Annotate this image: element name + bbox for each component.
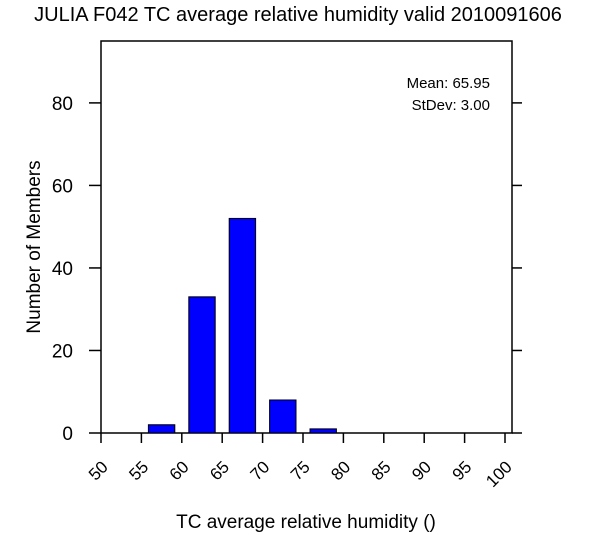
stat-stdev: StDev: 3.00 <box>412 97 490 114</box>
x-tick-label: 55 <box>125 457 152 484</box>
y-axis-label: Number of Members <box>24 160 45 333</box>
histogram-bar-0 <box>147 424 176 434</box>
histogram-bar-2 <box>228 217 257 434</box>
x-tick-label: 70 <box>247 457 274 484</box>
x-tick-label: 60 <box>166 457 193 484</box>
y-tick-label: 0 <box>62 424 73 445</box>
x-tick-label: 65 <box>206 457 233 484</box>
x-tick-label: 95 <box>449 457 476 484</box>
y-axis: 0 20 40 60 80 <box>52 94 522 445</box>
x-tick-label: 80 <box>327 457 354 484</box>
histogram-bar-1 <box>188 296 216 434</box>
bars-group <box>147 217 337 434</box>
x-axis-label: TC average relative humidity () <box>176 512 436 533</box>
histogram-bar-4 <box>309 428 337 434</box>
stat-mean: Mean: 65.95 <box>407 75 490 92</box>
x-axis: 50 55 60 65 70 75 80 85 90 95 100 <box>85 433 516 491</box>
x-tick-label: 50 <box>85 457 112 484</box>
x-tick-label: 85 <box>368 457 395 484</box>
y-tick-label: 80 <box>52 94 73 115</box>
x-tick-label: 75 <box>287 457 314 484</box>
y-tick-label: 20 <box>52 341 73 362</box>
y-tick-label: 40 <box>52 259 73 280</box>
y-tick-label: 60 <box>52 176 73 197</box>
x-tick-label: 90 <box>408 457 435 484</box>
plot-frame <box>100 40 513 434</box>
x-tick-label: 100 <box>482 457 515 490</box>
histogram-bar-3 <box>269 399 297 434</box>
chart-title: JULIA F042 TC average relative humidity … <box>34 4 562 26</box>
